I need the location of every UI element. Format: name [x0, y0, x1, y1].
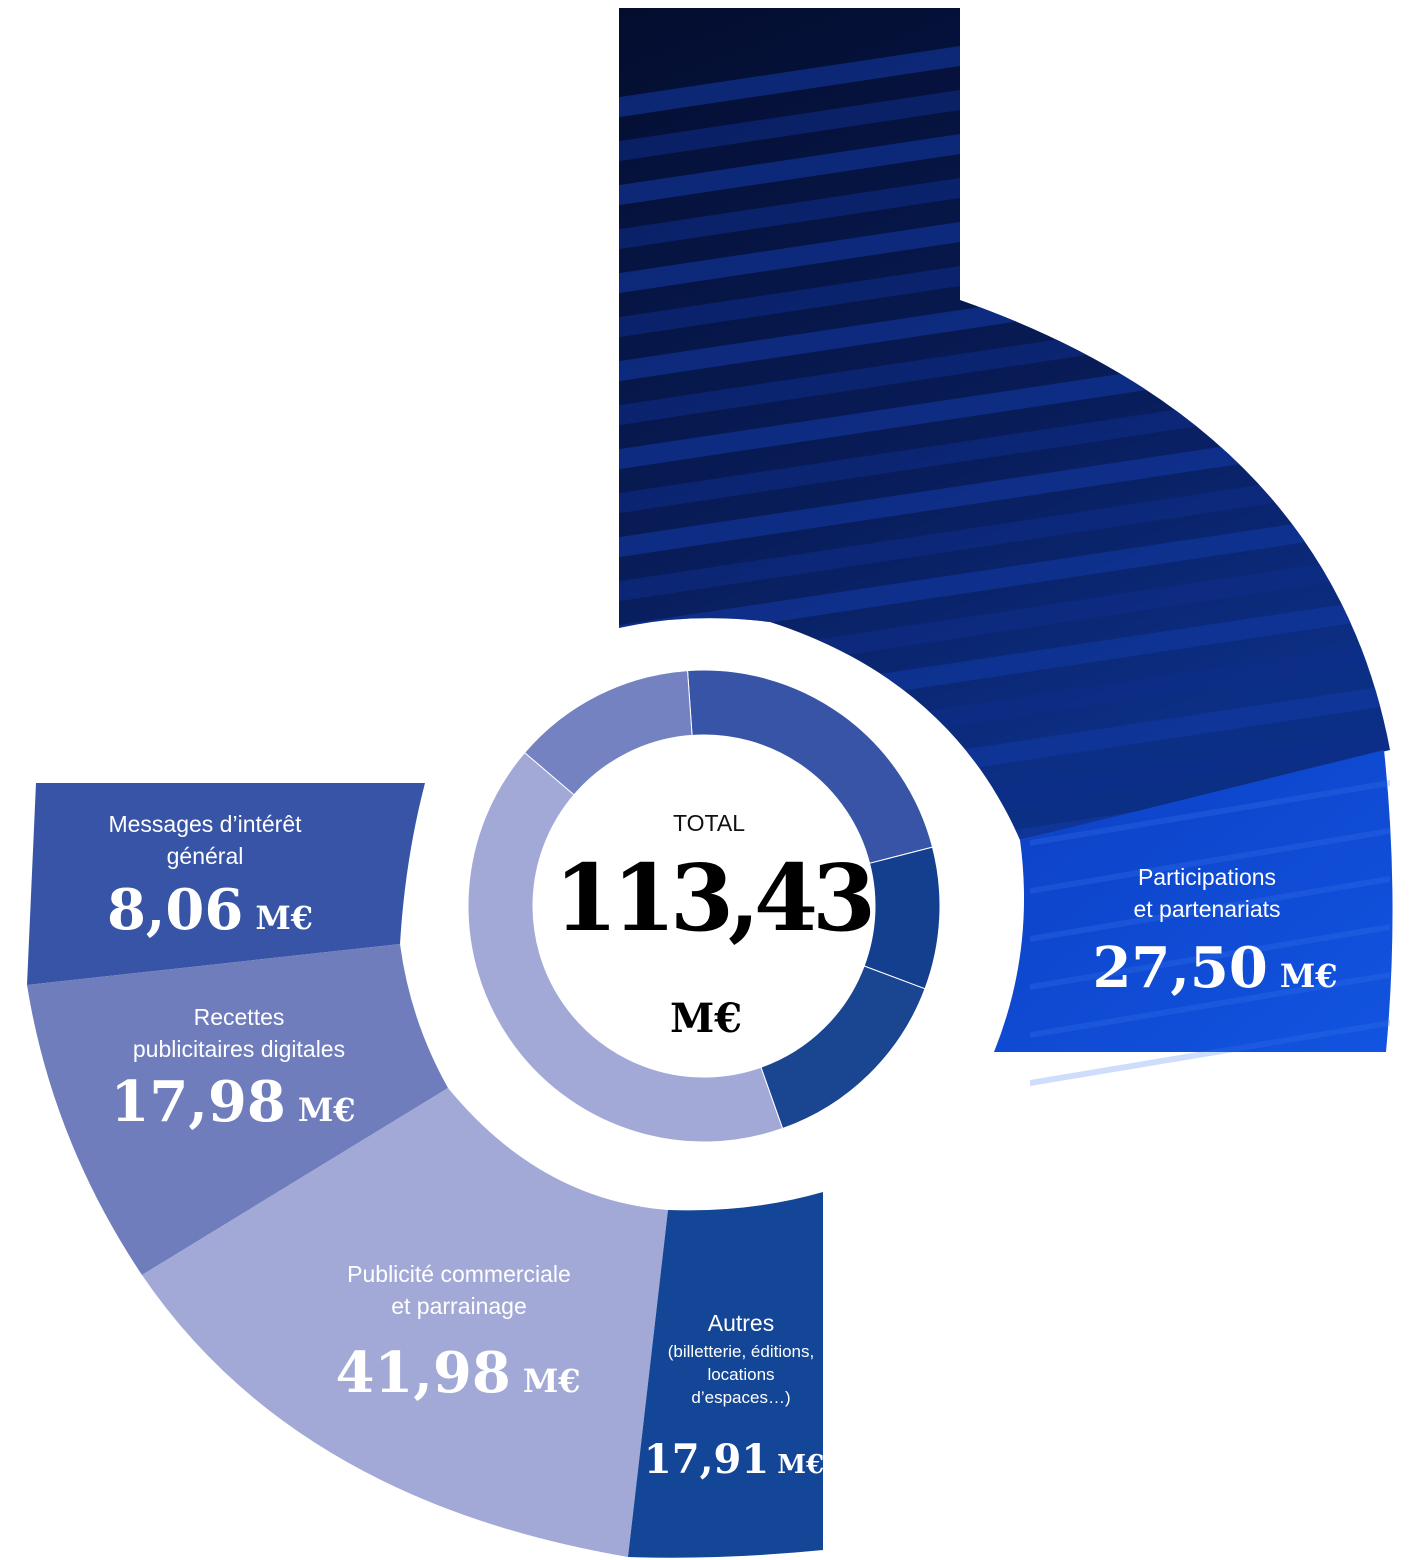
autres-unit: M€: [777, 1450, 824, 1480]
bright-stripes: [1030, 780, 1390, 1086]
autres-sub-line2: locations: [707, 1365, 774, 1384]
slice-autres: [628, 1192, 823, 1558]
participations-photo-area: [619, 8, 1390, 840]
bright-stripe: [1030, 780, 1390, 846]
slice-participations: [994, 750, 1393, 1052]
publicite-label-line1: Publicité commerciale: [347, 1261, 571, 1287]
autres-sub-line3: d’espaces…): [691, 1388, 790, 1407]
messages-value-group: 8,06 M€: [107, 877, 313, 943]
participations-unit: M€: [1280, 957, 1338, 995]
messages-label-line2: général: [167, 843, 244, 869]
recettes-value: 17,98: [110, 1069, 285, 1135]
photo-stripe: [619, 420, 1390, 560]
messages-unit: M€: [255, 899, 313, 937]
slice-publicite: [142, 1088, 668, 1557]
publicite-value: 41,98: [335, 1340, 510, 1406]
messages-label-line1: Messages d’intérêt: [108, 811, 302, 837]
publicite-label-line2: et parrainage: [391, 1293, 527, 1319]
autres-label-line1: Autres: [708, 1310, 774, 1336]
publicite-unit: M€: [523, 1362, 581, 1400]
photo-stripes: [619, 8, 1390, 840]
autres-sub-line1: (billetterie, éditions,: [668, 1342, 814, 1361]
participations-label-line2: et partenariats: [1133, 896, 1280, 922]
participations-label-line1: Participations: [1138, 864, 1276, 890]
recettes-value-group: 17,98 M€: [110, 1069, 355, 1135]
participations-value-group: 27,50 M€: [1092, 935, 1337, 1001]
photo-stripe: [619, 464, 1390, 604]
bright-stripe: [1030, 1020, 1390, 1086]
recettes-label-line2: publicitaires digitales: [133, 1036, 345, 1062]
messages-value: 8,06: [107, 877, 243, 943]
recettes-label-line1: Recettes: [194, 1004, 285, 1030]
bright-stripe: [1030, 876, 1390, 942]
total-unit: M€: [670, 995, 742, 1042]
recettes-unit: M€: [298, 1091, 356, 1129]
bright-stripe: [1030, 972, 1390, 1038]
participations-value: 27,50: [1092, 935, 1267, 1001]
slice-messages: [27, 783, 425, 985]
photo-stripe: [619, 508, 1390, 648]
inner-hole: [533, 735, 875, 1077]
bright-stripe: [1030, 828, 1390, 894]
total-label: TOTAL: [673, 810, 745, 836]
total-value: 113,43: [554, 844, 871, 952]
autres-value: 17,91: [644, 1436, 769, 1483]
autres-value-group: 17,91 M€: [644, 1436, 824, 1483]
publicite-value-group: 41,98 M€: [335, 1340, 580, 1406]
bright-stripe: [1030, 924, 1390, 990]
slice-recettes: [27, 944, 448, 1275]
inner-ring-segment: [863, 846, 941, 990]
